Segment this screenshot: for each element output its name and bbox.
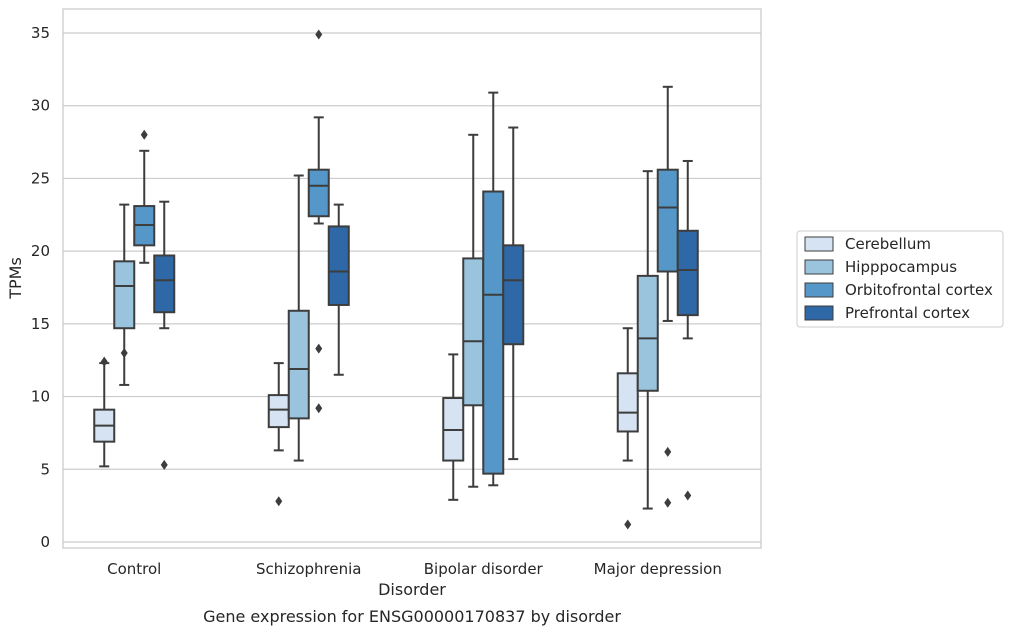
iqr-box	[636, 274, 659, 392]
box-orbitofrontal-cortex	[656, 85, 679, 508]
outlier-point	[120, 347, 128, 358]
outlier-point	[160, 459, 168, 470]
legend: Cerebellum Hipppocampus Orbitofrontal cort…	[796, 230, 1004, 328]
outlier-point	[315, 343, 323, 354]
legend-label: Hipppocampus	[845, 258, 957, 276]
legend-label: Prefrontal cortex	[845, 304, 970, 322]
legend-swatch	[804, 259, 834, 275]
box-orbitofrontal-cortex	[307, 29, 330, 414]
outlier-point	[100, 356, 108, 367]
outlier-point	[140, 129, 148, 140]
legend-frame	[796, 230, 1004, 328]
y-tick-label: 0	[40, 533, 50, 551]
iqr-box	[153, 254, 176, 314]
iqr-box	[113, 260, 136, 330]
outlier-point	[315, 403, 323, 414]
x-tick-label: Major depression	[594, 560, 722, 578]
iqr-box	[307, 168, 330, 218]
y-tick-label: 10	[31, 388, 50, 406]
iqr-box	[656, 168, 679, 273]
outlier-point	[275, 496, 283, 507]
box-prefrontal-cortex	[327, 203, 350, 376]
box-prefrontal-cortex	[502, 126, 525, 461]
iqr-box	[287, 309, 310, 420]
y-tick-label: 20	[31, 242, 50, 260]
box-cerebellum	[616, 327, 639, 530]
iqr-box	[482, 190, 505, 475]
box-prefrontal-cortex	[153, 200, 176, 470]
box-hipppocampus	[636, 170, 659, 510]
box-hipppocampus	[462, 133, 485, 488]
legend-label: Orbitofrontal cortex	[845, 281, 993, 299]
iqr-box	[502, 244, 525, 346]
x-axis-ticks: Control Schizophrenia Bipolar disorder Majo…	[107, 560, 722, 578]
x-tick-label: Schizophrenia	[256, 560, 361, 578]
outlier-point	[315, 29, 323, 40]
box-cerebellum	[442, 353, 465, 501]
outlier-point	[664, 497, 672, 508]
box-series	[93, 29, 699, 530]
y-tick-label: 15	[31, 315, 50, 333]
outlier-point	[624, 519, 632, 530]
box-orbitofrontal-cortex	[482, 91, 505, 487]
chart-caption: Gene expression for ENSG00000170837 by d…	[203, 607, 621, 626]
legend-swatch	[804, 236, 834, 252]
iqr-box	[267, 394, 290, 429]
box-hipppocampus	[113, 203, 136, 386]
x-tick-label: Control	[107, 560, 161, 578]
y-tick-label: 35	[31, 24, 50, 42]
outlier-point	[664, 446, 672, 457]
legend-swatch	[804, 282, 834, 298]
y-axis-title: TPMs	[6, 257, 25, 300]
iqr-box	[616, 372, 639, 433]
y-axis-ticks: 0 5 10 15 20 25 30 35	[31, 24, 50, 551]
y-tick-label: 5	[40, 460, 50, 478]
legend-label: Cerebellum	[845, 235, 931, 253]
outlier-point	[684, 490, 692, 501]
plot-area	[62, 8, 762, 549]
x-axis-title: Disorder	[378, 580, 446, 599]
grid-lines	[63, 32, 761, 543]
box-orbitofrontal-cortex	[133, 129, 156, 264]
iqr-box	[462, 257, 485, 407]
iqr-box	[327, 225, 350, 306]
x-tick-label: Bipolar disorder	[424, 560, 544, 578]
legend-swatch	[804, 305, 834, 321]
box-hipppocampus	[287, 174, 310, 462]
box-prefrontal-cortex	[676, 159, 699, 501]
y-tick-label: 25	[31, 169, 50, 187]
y-tick-label: 30	[31, 97, 50, 115]
box-cerebellum	[267, 362, 290, 507]
iqr-box	[676, 229, 699, 317]
box-cerebellum	[93, 356, 116, 468]
